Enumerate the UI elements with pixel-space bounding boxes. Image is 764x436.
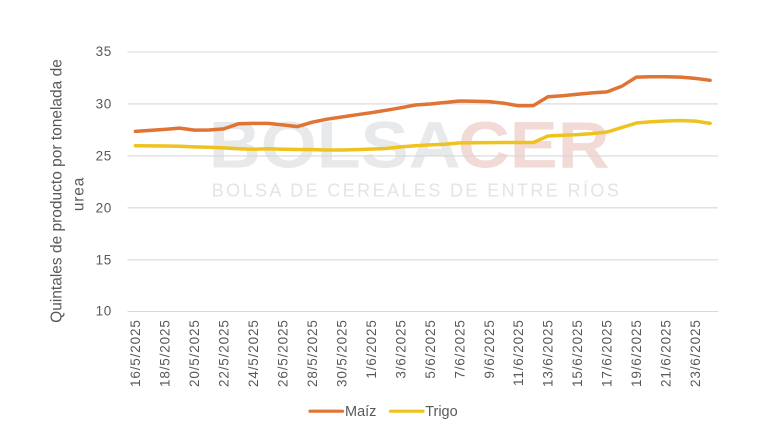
svg-text:19/6/2025: 19/6/2025 (629, 319, 644, 387)
svg-text:Maíz: Maíz (345, 404, 376, 420)
svg-text:11/6/2025: 11/6/2025 (511, 319, 526, 386)
svg-text:15/6/2025: 15/6/2025 (570, 319, 585, 387)
svg-text:7/6/2025: 7/6/2025 (452, 319, 467, 378)
svg-text:BOLSA DE CEREALES DE ENTRE RÍO: BOLSA DE CEREALES DE ENTRE RÍOS (212, 181, 622, 201)
svg-text:17/6/2025: 17/6/2025 (600, 319, 615, 387)
svg-text:28/5/2025: 28/5/2025 (305, 319, 320, 387)
svg-text:20/5/2025: 20/5/2025 (187, 319, 202, 387)
svg-text:Quintales de producto por tone: Quintales de producto por tonelada de (49, 59, 66, 323)
svg-text:3/6/2025: 3/6/2025 (393, 319, 408, 378)
svg-text:urea: urea (71, 177, 88, 211)
svg-text:5/6/2025: 5/6/2025 (423, 319, 438, 378)
svg-text:1/6/2025: 1/6/2025 (364, 319, 379, 378)
svg-text:30/5/2025: 30/5/2025 (334, 319, 349, 387)
svg-text:10: 10 (96, 304, 112, 319)
svg-text:13/6/2025: 13/6/2025 (541, 319, 556, 387)
svg-text:35: 35 (96, 44, 112, 59)
svg-text:20: 20 (96, 200, 112, 215)
svg-text:30: 30 (96, 96, 112, 111)
svg-text:26/5/2025: 26/5/2025 (275, 319, 290, 387)
svg-text:18/5/2025: 18/5/2025 (158, 319, 173, 387)
svg-text:21/6/2025: 21/6/2025 (659, 319, 674, 387)
svg-text:16/5/2025: 16/5/2025 (128, 319, 143, 387)
svg-text:9/6/2025: 9/6/2025 (482, 319, 497, 378)
svg-text:24/5/2025: 24/5/2025 (246, 319, 261, 387)
svg-text:25: 25 (96, 148, 112, 163)
svg-text:22/5/2025: 22/5/2025 (217, 319, 232, 387)
svg-text:23/6/2025: 23/6/2025 (688, 319, 703, 387)
svg-text:CER: CER (458, 108, 610, 182)
svg-text:Trigo: Trigo (425, 404, 458, 420)
svg-text:15: 15 (96, 252, 112, 267)
